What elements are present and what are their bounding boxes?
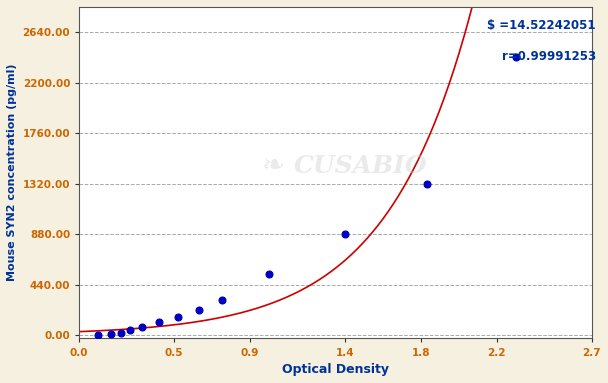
Point (106, 331, 116, 337)
Text: ❧: ❧ (262, 152, 286, 180)
Point (264, 272, 274, 278)
Point (340, 231, 350, 237)
Point (173, 314, 183, 321)
Point (216, 297, 226, 303)
Point (137, 324, 147, 331)
Point (194, 307, 204, 313)
Point (422, 180, 432, 187)
Point (93, 332, 103, 338)
Text: CUSABIO: CUSABIO (294, 154, 428, 178)
Point (125, 327, 135, 333)
Y-axis label: Mouse SYN2 concentration (pg/ml): Mouse SYN2 concentration (pg/ml) (7, 64, 17, 282)
Point (116, 329, 126, 336)
Text: r=0.99991253: r=0.99991253 (502, 50, 596, 63)
Point (511, 54, 520, 61)
Point (154, 319, 164, 326)
X-axis label: Optical Density: Optical Density (282, 363, 389, 376)
Text: $ =14.52242051: $ =14.52242051 (488, 19, 596, 32)
